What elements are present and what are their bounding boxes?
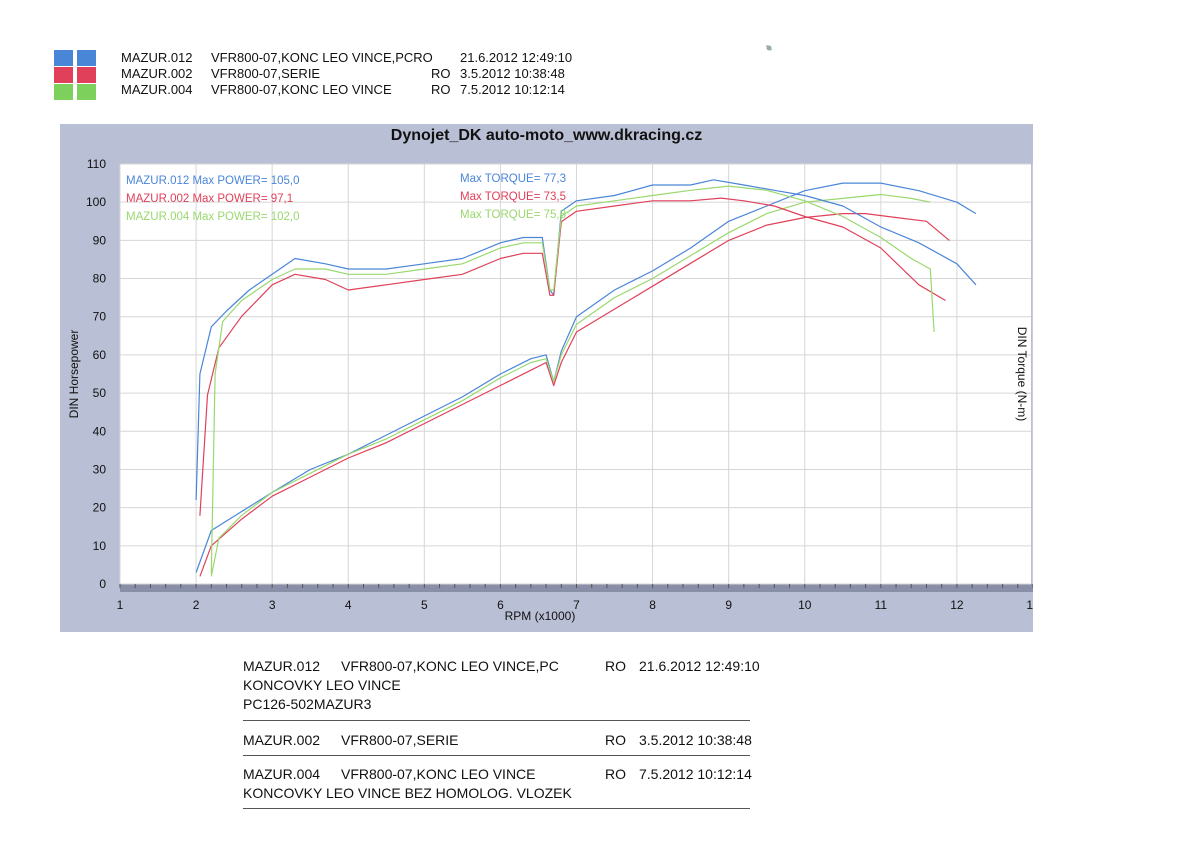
series-line-power: [210, 193, 931, 577]
y-tick-label: 10: [93, 539, 107, 553]
legend-swatch: [54, 50, 96, 66]
y-tick-label: 80: [93, 272, 107, 286]
legend-swatch: [54, 67, 96, 83]
run-date: 7.5.2012 10:12:14: [460, 82, 565, 97]
legend-swatch: [54, 84, 96, 100]
x-tick-label: 10: [798, 598, 812, 612]
divider: [243, 720, 750, 721]
y-tick-label: 0: [99, 577, 106, 591]
run-id: MAZUR.004: [243, 766, 321, 782]
x-tick-label: 11: [875, 598, 888, 612]
y-tick-label: 90: [93, 233, 107, 247]
plot-area: [120, 164, 1031, 584]
run-note: PC126-502MAZUR3: [243, 696, 372, 712]
y2-axis-label: DIN Torque (N-m): [1015, 327, 1029, 421]
y-axis-label: DIN Horsepower: [67, 330, 81, 419]
max-torque-annotation: Max TORQUE= 73,5: [460, 191, 566, 203]
max-torque-annotation: Max TORQUE= 77,3: [460, 173, 566, 185]
run-id: MAZUR.012: [121, 50, 193, 65]
run-id: MAZUR.004: [121, 82, 193, 97]
y-tick-label: 50: [93, 386, 107, 400]
run-date: 3.5.2012 10:38:48: [639, 732, 752, 748]
max-power-annotation: MAZUR.002 Max POWER= 97,1: [126, 193, 293, 205]
x-tick-label: 5: [421, 598, 428, 612]
run-date: 3.5.2012 10:38:48: [460, 66, 565, 81]
chart-title: Dynojet_DK auto-moto_www.dkracing.cz: [390, 127, 703, 144]
series-line-torque: [199, 197, 946, 516]
run-description: VFR800-07,SERIE: [211, 66, 321, 81]
divider: [243, 808, 750, 809]
x-tick-label: 6: [497, 598, 504, 612]
max-power-annotation: MAZUR.004 Max POWER= 102,0: [126, 211, 300, 223]
max-power-annotation: MAZUR.012 Max POWER= 105,0: [126, 175, 300, 187]
run-description: VFR800-07,SERIE: [341, 732, 459, 748]
run-code: RO: [605, 732, 626, 748]
run-date: 21.6.2012 12:49:10: [460, 50, 573, 65]
run-description: VFR800-07,KONC LEO VINCE: [211, 82, 392, 97]
x-tick-label: 9: [725, 598, 732, 612]
dyno-chart: 1234567891011121301020304050607080901001…: [67, 157, 1033, 623]
run-id: MAZUR.012: [243, 658, 321, 674]
run-description: VFR800-07,KONC LEO VINCE: [341, 766, 536, 782]
x-tick-label: 3: [269, 598, 276, 612]
run-id: MAZUR.002: [121, 66, 193, 81]
run-date: 21.6.2012 12:49:10: [639, 658, 760, 674]
series-line-torque: [210, 185, 935, 574]
run-code: RO: [431, 82, 451, 97]
y-tick-label: 60: [93, 348, 107, 362]
scan-speck: [764, 40, 774, 51]
max-torque-annotation: Max TORQUE= 75,8: [460, 209, 566, 221]
x-tick-label: 2: [193, 598, 200, 612]
run-note: KONCOVKY LEO VINCE: [243, 677, 401, 693]
run-id: MAZUR.002: [243, 732, 321, 748]
y-tick-label: 30: [93, 462, 107, 476]
x-axis-label: RPM (x1000): [505, 609, 576, 623]
y-tick-label: 20: [93, 501, 107, 515]
y-tick-label: 70: [93, 310, 107, 324]
run-code: RO: [605, 766, 626, 782]
run-code: RO: [431, 66, 451, 81]
run-date: 7.5.2012 10:12:14: [639, 766, 752, 782]
x-tick-label: 7: [573, 598, 580, 612]
run-description: VFR800-07,KONC LEO VINCE,PC: [341, 658, 559, 674]
x-tick-label: 13: [1026, 598, 1033, 612]
x-tick-label: 12: [950, 598, 964, 612]
y-tick-label: 40: [93, 424, 107, 438]
x-tick-label: 4: [345, 598, 352, 612]
run-code: RO: [605, 658, 626, 674]
divider: [243, 755, 750, 756]
x-tick-label: 1: [117, 598, 124, 612]
y-tick-label: 110: [87, 157, 106, 171]
run-description: VFR800-07,KONC LEO VINCE,PCRO: [211, 50, 433, 65]
x-tick-label: 8: [649, 598, 656, 612]
y-tick-label: 100: [86, 195, 106, 209]
run-note: KONCOVKY LEO VINCE BEZ HOMOLOG. VLOZEK: [243, 785, 572, 801]
